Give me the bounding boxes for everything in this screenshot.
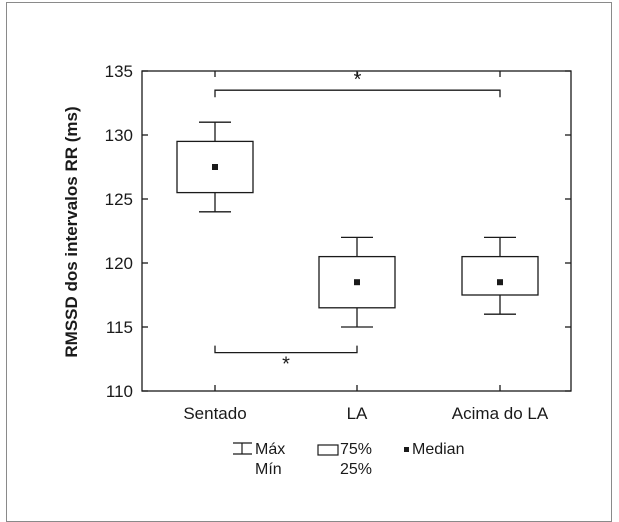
legend-max-label: Máx [255, 441, 285, 458]
box-la [318, 236, 396, 328]
iqr-box [461, 255, 539, 296]
y-tick-label: 135 [105, 62, 133, 81]
legend-median-icon [404, 447, 409, 452]
bracket-line [214, 89, 501, 98]
median-marker [497, 279, 503, 286]
x-tick-label: LA [347, 404, 368, 423]
legend-q1-label: 25% [340, 461, 372, 478]
x-tick-label: Sentado [183, 404, 246, 423]
significance-bracket: * [214, 345, 358, 376]
legend-median-label: Median [412, 441, 464, 458]
y-axis-label: RMSSD dos intervalos RR (ms) [62, 106, 81, 357]
legend: Máx Mín 75% 25% Median [233, 441, 464, 478]
significance-bracket: * [214, 69, 501, 98]
box-sentado [176, 121, 254, 213]
iqr-box [176, 140, 254, 194]
legend-box-icon [317, 444, 339, 456]
significance-star: * [282, 354, 290, 376]
y-tick-label: 110 [106, 382, 133, 401]
legend-q3-label: 75% [340, 441, 372, 458]
plot-area-border [141, 70, 572, 392]
box-acima-do-la [461, 236, 539, 315]
median-marker [354, 279, 360, 286]
bracket-line [214, 345, 358, 354]
y-tick-label: 120 [105, 254, 133, 273]
significance-star: * [354, 69, 362, 91]
y-tick-label: 125 [105, 190, 133, 209]
y-tick-label: 115 [106, 318, 133, 337]
x-tick-label: Acima do LA [452, 404, 549, 423]
y-tick-label: 130 [105, 126, 133, 145]
legend-min-label: Mín [255, 461, 282, 478]
legend-whisker-icon [233, 442, 252, 455]
box-plot: RMSSD dos intervalos RR (ms) Máx Mín 75%… [62, 62, 572, 478]
median-marker [212, 164, 218, 170]
